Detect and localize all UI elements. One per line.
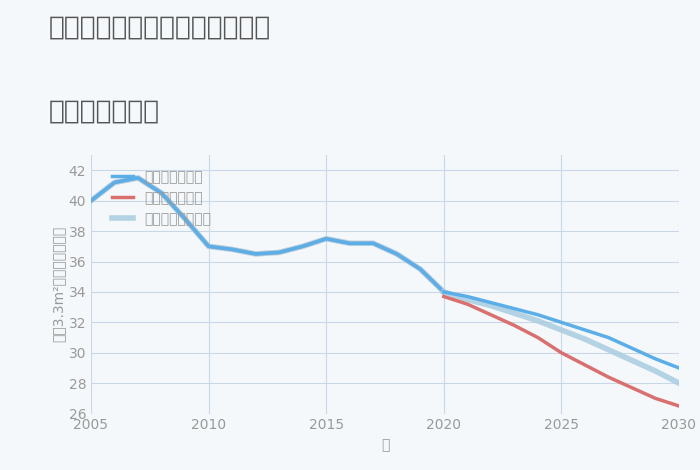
グッドシナリオ xyxy=(581,327,589,333)
ノーマルシナリオ xyxy=(651,368,659,374)
Line: ノーマルシナリオ: ノーマルシナリオ xyxy=(444,292,679,383)
バッドシナリオ xyxy=(463,301,472,307)
グッドシナリオ xyxy=(675,365,683,371)
Legend: グッドシナリオ, バッドシナリオ, ノーマルシナリオ: グッドシナリオ, バッドシナリオ, ノーマルシナリオ xyxy=(107,164,217,231)
ノーマルシナリオ xyxy=(557,327,566,333)
Y-axis label: 坪（3.3m²）単価（万円）: 坪（3.3m²）単価（万円） xyxy=(52,226,66,343)
バッドシナリオ xyxy=(651,396,659,401)
ノーマルシナリオ xyxy=(533,318,542,324)
バッドシナリオ xyxy=(486,312,495,318)
グッドシナリオ xyxy=(440,289,448,295)
Text: 土地の価格推移: 土地の価格推移 xyxy=(49,99,160,125)
ノーマルシナリオ xyxy=(486,303,495,308)
Line: バッドシナリオ: バッドシナリオ xyxy=(444,297,679,406)
バッドシナリオ xyxy=(581,362,589,368)
グッドシナリオ xyxy=(510,306,519,312)
ノーマルシナリオ xyxy=(510,310,519,316)
バッドシナリオ xyxy=(604,374,612,380)
グッドシナリオ xyxy=(651,356,659,362)
ノーマルシナリオ xyxy=(581,336,589,342)
グッドシナリオ xyxy=(463,294,472,299)
ノーマルシナリオ xyxy=(675,380,683,386)
バッドシナリオ xyxy=(628,385,636,391)
バッドシナリオ xyxy=(533,335,542,340)
ノーマルシナリオ xyxy=(440,289,448,295)
グッドシナリオ xyxy=(557,320,566,325)
ノーマルシナリオ xyxy=(628,358,636,363)
バッドシナリオ xyxy=(675,403,683,409)
ノーマルシナリオ xyxy=(604,347,612,352)
グッドシナリオ xyxy=(604,335,612,340)
バッドシナリオ xyxy=(510,322,519,328)
グッドシナリオ xyxy=(486,300,495,306)
グッドシナリオ xyxy=(533,312,542,318)
ノーマルシナリオ xyxy=(463,297,472,302)
X-axis label: 年: 年 xyxy=(381,438,389,452)
Line: グッドシナリオ: グッドシナリオ xyxy=(444,292,679,368)
バッドシナリオ xyxy=(557,350,566,356)
バッドシナリオ xyxy=(440,294,448,299)
グッドシナリオ xyxy=(628,345,636,351)
Text: 埼玉県北足立郡伊奈町西小針の: 埼玉県北足立郡伊奈町西小針の xyxy=(49,14,272,40)
